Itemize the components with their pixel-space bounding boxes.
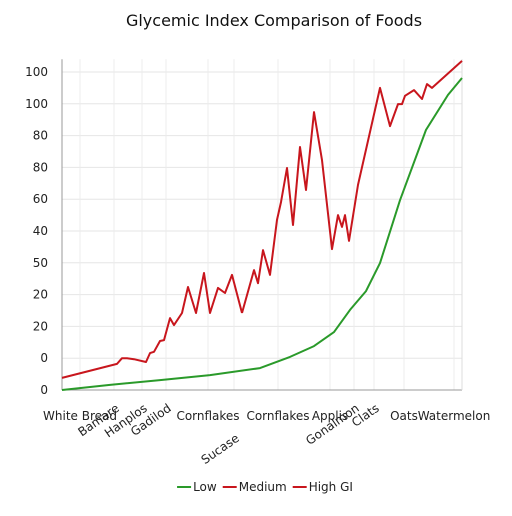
y-tick-label: 60 xyxy=(33,192,48,206)
x-tick-label: Watermelon xyxy=(418,409,491,423)
x-tick-label: Oats xyxy=(390,409,418,423)
legend: Low Medium High GI xyxy=(177,480,353,494)
y-tick-label: 50 xyxy=(33,256,48,270)
legend-label: Low xyxy=(193,480,217,494)
y-tick-label: 100 xyxy=(25,65,48,79)
y-tick-label: 80 xyxy=(33,129,48,143)
chart-title: Glycemic Index Comparison of Foods xyxy=(126,11,422,30)
series-line xyxy=(61,272,243,379)
y-tick-label: 0 xyxy=(40,351,48,365)
legend-label: Medium xyxy=(239,480,287,494)
y-tick-label: 80 xyxy=(33,160,48,174)
x-tick-label: Applis xyxy=(312,409,348,423)
y-tick-label: 20 xyxy=(33,319,48,333)
y-tick-label: 40 xyxy=(33,224,48,238)
series-line xyxy=(241,60,463,314)
y-tick-label: 100 xyxy=(25,97,48,111)
x-tick-label: Cornflakes xyxy=(246,409,309,423)
y-tick-label: 0 xyxy=(40,383,48,397)
y-tick-label: 20 xyxy=(33,288,48,302)
series-line xyxy=(61,77,463,391)
legend-label: High GI xyxy=(309,480,353,494)
x-tick-label: Cornflakes xyxy=(176,409,239,423)
x-tick-label: White Bread xyxy=(43,409,117,423)
